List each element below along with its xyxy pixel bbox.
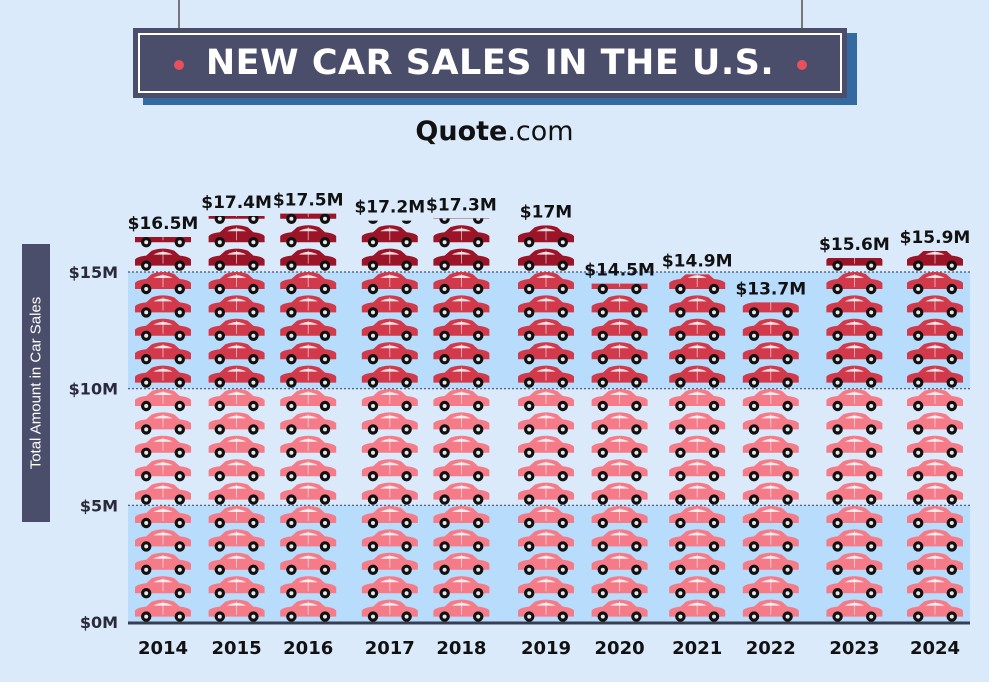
x-tick-label: 2016 [283,638,333,659]
car-stack-bar [742,302,799,622]
title-banner: NEW CAR SALES IN THE U.S. [133,28,847,98]
car-stack-bar [518,225,574,622]
car-stack-bar [433,218,490,622]
data-label: $14.9M [662,251,733,271]
y-tick-label: $0M [80,613,118,632]
x-tick-label: 2024 [910,638,960,659]
car-stack-bar [826,258,883,622]
data-label: $17M [520,202,572,222]
x-tick-label: 2017 [365,638,415,659]
data-label: $17.4M [201,193,272,213]
x-tick-label: 2022 [746,638,796,659]
data-label: $16.5M [128,214,199,234]
x-tick-label: 2015 [212,638,262,659]
data-label: $14.5M [584,261,655,281]
data-label: $15.9M [900,228,971,248]
data-label: $17.3M [426,195,497,215]
page-title: NEW CAR SALES IN THE U.S. [205,43,775,83]
brand-logo: Quote.com [0,116,989,147]
car-stack-bar [907,251,963,622]
brand-name: Quote [415,116,508,147]
x-tick-label: 2019 [521,638,571,659]
y-axis-label-box [22,244,50,522]
hanging-wire-left [178,0,180,48]
x-tick-label: 2023 [829,638,879,659]
pin-dot-left [174,60,184,70]
y-tick-label: $5M [80,496,118,515]
data-label: $17.2M [354,198,425,218]
x-tick-label: 2021 [672,638,722,659]
data-label: $15.6M [819,235,890,255]
car-stack-bar [135,237,191,622]
data-label: $17.5M [273,191,344,211]
brand-domain: .com [507,116,574,147]
x-tick-label: 2018 [436,638,486,659]
car-stack-bar [591,283,648,622]
car-stack-bar [669,274,726,622]
title-border [138,33,842,93]
car-stack-bar [208,216,265,622]
pin-dot-right [797,60,807,70]
x-tick-label: 2014 [138,638,188,659]
hanging-wire-right [801,0,803,48]
car-stack-bar [361,220,418,622]
x-tick-label: 2020 [595,638,645,659]
y-tick-label: $15M [69,263,118,282]
data-label: $13.7M [735,279,806,299]
car-stack-bar [280,213,337,622]
y-tick-label: $10M [69,380,118,399]
